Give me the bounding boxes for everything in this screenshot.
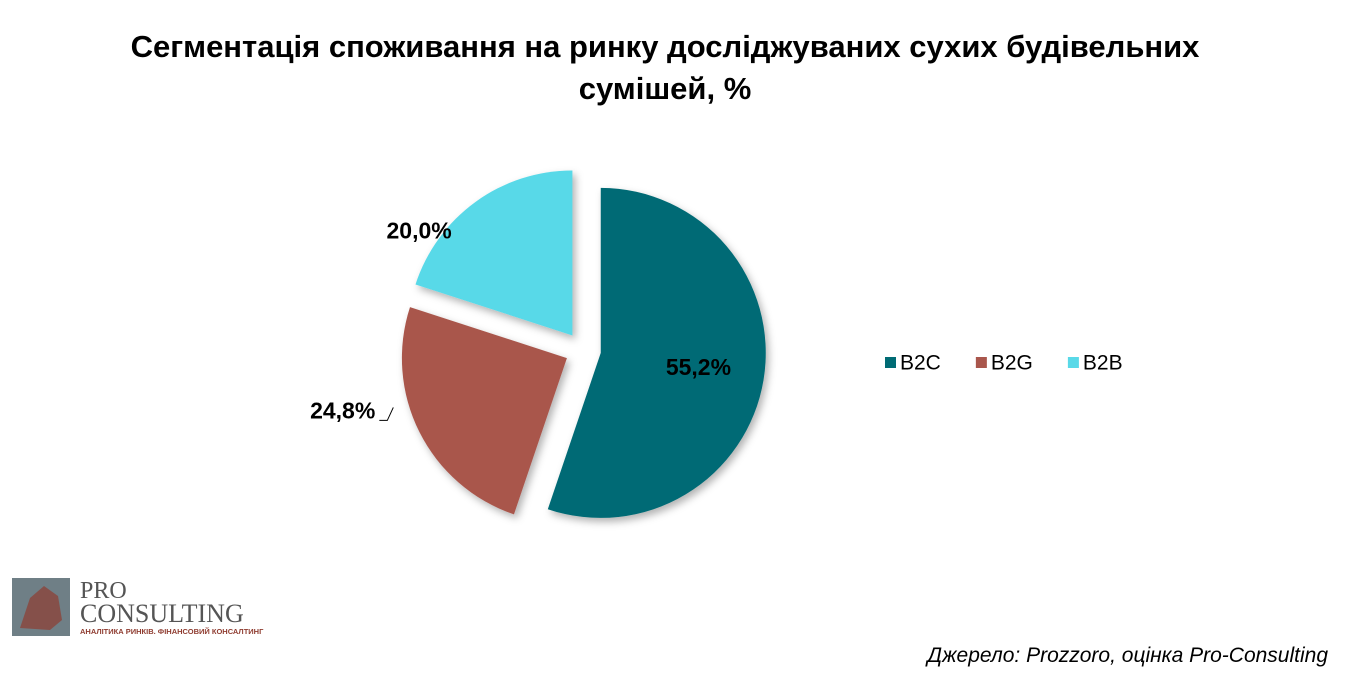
- legend-swatch: [975, 357, 987, 368]
- legend-swatch: [885, 357, 896, 368]
- chart-title: Сегментація споживання на ринку досліджу…: [130, 29, 1200, 106]
- pie: [401, 170, 766, 518]
- legend-swatch: [1067, 357, 1079, 368]
- logo-text: PRO: [80, 578, 127, 604]
- logo-figure: [20, 586, 62, 630]
- pie-slice: [547, 187, 766, 518]
- logo-tagline: АНАЛІТИКА РИНКІВ. ФІНАНСОВИЙ КОНСАЛТИНГ: [80, 627, 264, 636]
- leader-line: [379, 407, 394, 421]
- source-note: Джерело: Prozzoro, оцінка Pro-Consulting: [927, 644, 1328, 667]
- legend-label: B2G: [991, 352, 1033, 375]
- logo: PRO CONSULTING АНАЛІТИКА РИНКІВ. ФІНАНСО…: [12, 578, 264, 636]
- legend-label: B2B: [1083, 352, 1123, 375]
- pie-slice: [415, 170, 573, 336]
- data-label: 24,8%: [310, 397, 375, 423]
- pie-slice: [401, 307, 567, 515]
- logo-text: CONSULTING: [80, 599, 244, 628]
- data-label: 20,0%: [387, 217, 452, 243]
- data-label: 55,2%: [666, 354, 731, 380]
- legend-label: B2C: [900, 352, 941, 375]
